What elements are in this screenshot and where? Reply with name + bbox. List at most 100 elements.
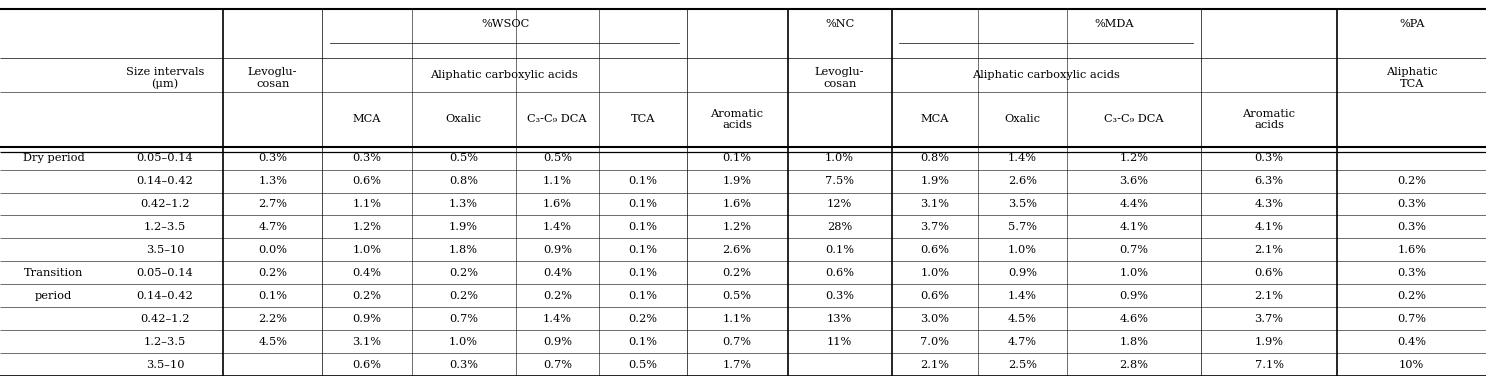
Text: 1.2–3.5: 1.2–3.5 — [144, 222, 186, 232]
Text: MCA: MCA — [920, 114, 950, 124]
Text: 2.1%: 2.1% — [920, 359, 950, 370]
Text: 4.7%: 4.7% — [259, 222, 287, 232]
Text: 0.4%: 0.4% — [542, 268, 572, 278]
Text: 0.1%: 0.1% — [722, 153, 752, 163]
Text: 0.3%: 0.3% — [1397, 268, 1427, 278]
Text: 4.1%: 4.1% — [1119, 222, 1149, 232]
Text: 1.9%: 1.9% — [1254, 337, 1284, 347]
Text: 0.4%: 0.4% — [352, 268, 382, 278]
Text: 1.0%: 1.0% — [449, 337, 478, 347]
Text: 1.0%: 1.0% — [920, 268, 950, 278]
Text: 0.42–1.2: 0.42–1.2 — [140, 314, 190, 324]
Text: 0.14–0.42: 0.14–0.42 — [137, 176, 193, 186]
Text: TCA: TCA — [630, 114, 655, 124]
Text: 2.7%: 2.7% — [259, 199, 287, 209]
Text: 2.6%: 2.6% — [1008, 176, 1037, 186]
Text: 1.8%: 1.8% — [449, 245, 478, 255]
Text: 5.7%: 5.7% — [1008, 222, 1037, 232]
Text: 0.0%: 0.0% — [259, 245, 287, 255]
Text: 0.7%: 0.7% — [542, 359, 572, 370]
Text: 0.2%: 0.2% — [542, 291, 572, 301]
Text: 0.1%: 0.1% — [629, 176, 657, 186]
Text: 0.6%: 0.6% — [920, 245, 950, 255]
Text: 0.1%: 0.1% — [629, 268, 657, 278]
Text: %MDA: %MDA — [1095, 20, 1134, 29]
Text: %PA: %PA — [1398, 20, 1425, 29]
Text: %NC: %NC — [825, 20, 854, 29]
Text: 0.8%: 0.8% — [449, 176, 478, 186]
Text: 0.05–0.14: 0.05–0.14 — [137, 153, 193, 163]
Text: 4.6%: 4.6% — [1119, 314, 1149, 324]
Text: 4.5%: 4.5% — [1008, 314, 1037, 324]
Text: Aliphatic
TCA: Aliphatic TCA — [1386, 67, 1437, 89]
Text: 4.3%: 4.3% — [1254, 199, 1284, 209]
Text: 1.0%: 1.0% — [825, 153, 854, 163]
Text: 1.9%: 1.9% — [722, 176, 752, 186]
Text: 0.2%: 0.2% — [1397, 176, 1427, 186]
Text: 0.9%: 0.9% — [1008, 268, 1037, 278]
Text: 1.3%: 1.3% — [259, 176, 287, 186]
Text: 0.7%: 0.7% — [1119, 245, 1149, 255]
Text: 1.0%: 1.0% — [1008, 245, 1037, 255]
Text: 1.0%: 1.0% — [1119, 268, 1149, 278]
Text: 0.7%: 0.7% — [722, 337, 752, 347]
Text: 2.1%: 2.1% — [1254, 291, 1284, 301]
Text: 0.3%: 0.3% — [449, 359, 478, 370]
Text: 1.2%: 1.2% — [1119, 153, 1149, 163]
Text: MCA: MCA — [352, 114, 382, 124]
Text: 4.1%: 4.1% — [1254, 222, 1284, 232]
Text: 1.1%: 1.1% — [352, 199, 382, 209]
Text: 2.1%: 2.1% — [1254, 245, 1284, 255]
Text: 2.8%: 2.8% — [1119, 359, 1149, 370]
Text: 0.1%: 0.1% — [825, 245, 854, 255]
Text: 1.2%: 1.2% — [722, 222, 752, 232]
Text: 3.1%: 3.1% — [352, 337, 382, 347]
Text: 2.5%: 2.5% — [1008, 359, 1037, 370]
Text: 0.9%: 0.9% — [1119, 291, 1149, 301]
Text: 0.3%: 0.3% — [352, 153, 382, 163]
Text: 0.9%: 0.9% — [542, 245, 572, 255]
Text: 1.8%: 1.8% — [1119, 337, 1149, 347]
Text: Size intervals
(μm): Size intervals (μm) — [126, 67, 204, 89]
Text: %WSOC: %WSOC — [481, 20, 529, 29]
Text: 0.2%: 0.2% — [449, 268, 478, 278]
Text: 0.2%: 0.2% — [449, 291, 478, 301]
Text: 3.1%: 3.1% — [920, 199, 950, 209]
Text: C₃-C₉ DCA: C₃-C₉ DCA — [528, 114, 587, 124]
Text: 1.9%: 1.9% — [920, 176, 950, 186]
Text: Aromatic
acids: Aromatic acids — [1242, 109, 1296, 130]
Text: 0.2%: 0.2% — [722, 268, 752, 278]
Text: 0.1%: 0.1% — [629, 291, 657, 301]
Text: period: period — [34, 291, 73, 301]
Text: 11%: 11% — [828, 337, 851, 347]
Text: 0.1%: 0.1% — [629, 199, 657, 209]
Text: Dry period: Dry period — [22, 153, 85, 163]
Text: 3.0%: 3.0% — [920, 314, 950, 324]
Text: 7.5%: 7.5% — [825, 176, 854, 186]
Text: 0.6%: 0.6% — [352, 359, 382, 370]
Text: 0.7%: 0.7% — [1397, 314, 1427, 324]
Text: 6.3%: 6.3% — [1254, 176, 1284, 186]
Text: 0.5%: 0.5% — [722, 291, 752, 301]
Text: 0.6%: 0.6% — [825, 268, 854, 278]
Text: 3.5%: 3.5% — [1008, 199, 1037, 209]
Text: 1.6%: 1.6% — [722, 199, 752, 209]
Text: Aromatic
acids: Aromatic acids — [710, 109, 764, 130]
Text: 0.2%: 0.2% — [352, 291, 382, 301]
Text: Oxalic: Oxalic — [446, 114, 481, 124]
Text: 3.5–10: 3.5–10 — [146, 245, 184, 255]
Text: Oxalic: Oxalic — [1005, 114, 1040, 124]
Text: 3.7%: 3.7% — [920, 222, 950, 232]
Text: 4.4%: 4.4% — [1119, 199, 1149, 209]
Text: 1.7%: 1.7% — [722, 359, 752, 370]
Text: 0.2%: 0.2% — [259, 268, 287, 278]
Text: 0.1%: 0.1% — [259, 291, 287, 301]
Text: 1.9%: 1.9% — [449, 222, 478, 232]
Text: 0.9%: 0.9% — [352, 314, 382, 324]
Text: 0.6%: 0.6% — [352, 176, 382, 186]
Text: 1.6%: 1.6% — [542, 199, 572, 209]
Text: 0.3%: 0.3% — [1397, 199, 1427, 209]
Text: 0.6%: 0.6% — [920, 291, 950, 301]
Text: 2.6%: 2.6% — [722, 245, 752, 255]
Text: 0.4%: 0.4% — [1397, 337, 1427, 347]
